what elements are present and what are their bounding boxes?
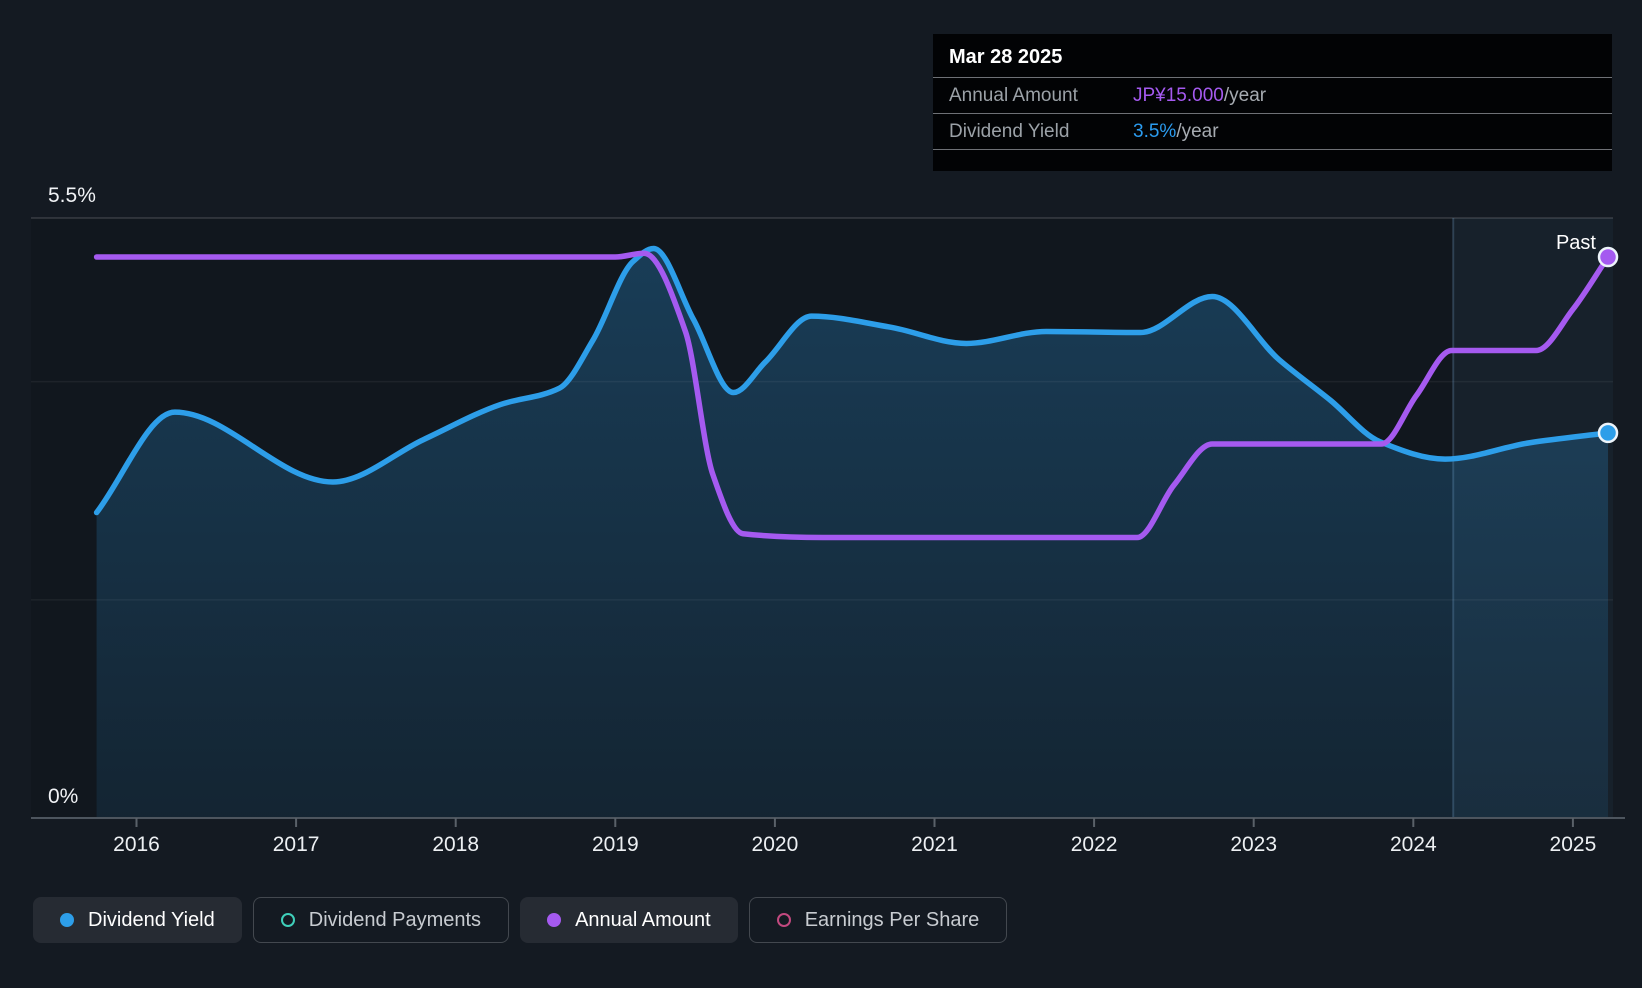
legend-label: Dividend Payments bbox=[308, 908, 482, 931]
past-region-label: Past bbox=[1556, 232, 1596, 254]
tooltip-value: 3.5% bbox=[1133, 120, 1177, 142]
series-legend: Dividend Yield Dividend Payments Annual … bbox=[33, 897, 1008, 943]
x-axis-label: 2023 bbox=[1230, 833, 1277, 856]
x-axis-label: 2025 bbox=[1550, 833, 1597, 856]
y-axis-label-bottom: 0% bbox=[48, 785, 78, 808]
x-axis-label: 2019 bbox=[592, 833, 639, 856]
legend-label: Earnings Per Share bbox=[804, 908, 980, 931]
tooltip-date: Mar 28 2025 bbox=[933, 34, 1612, 78]
tooltip-row-annual-amount: Annual Amount JP¥15.000 /year bbox=[933, 78, 1612, 114]
y-axis-label-top: 5.5% bbox=[48, 184, 96, 207]
legend-toggle-annual-amount[interactable]: Annual Amount bbox=[520, 897, 738, 943]
dividend-yield-area bbox=[96, 248, 1609, 819]
chart-tooltip: Mar 28 2025 Annual Amount JP¥15.000 /yea… bbox=[933, 34, 1612, 171]
legend-toggle-earnings-per-share[interactable]: Earnings Per Share bbox=[748, 897, 1008, 943]
tooltip-value: JP¥15.000 bbox=[1133, 84, 1224, 106]
annual-amount-line bbox=[93, 250, 1611, 541]
tooltip-unit: /year bbox=[1176, 120, 1219, 142]
dividend-payments-ring-icon bbox=[280, 913, 295, 927]
x-axis-label: 2022 bbox=[1071, 833, 1118, 856]
tooltip-row-dividend-yield: Dividend Yield 3.5% /year bbox=[933, 114, 1612, 150]
legend-toggle-dividend-payments[interactable]: Dividend Payments bbox=[252, 897, 510, 943]
tooltip-label: Annual Amount bbox=[949, 84, 1078, 106]
x-axis-label: 2020 bbox=[752, 833, 799, 856]
x-axis-label: 2017 bbox=[273, 833, 320, 856]
x-axis-label: 2024 bbox=[1390, 833, 1437, 856]
legend-label: Dividend Yield bbox=[88, 908, 215, 931]
x-axis-label: 2021 bbox=[911, 833, 958, 856]
legend-toggle-dividend-yield[interactable]: Dividend Yield bbox=[33, 897, 242, 943]
x-axis-label: 2016 bbox=[113, 833, 160, 856]
x-axis-label: 2018 bbox=[432, 833, 479, 856]
dividend-yield-line bbox=[93, 245, 1611, 516]
annual-amount-end-marker bbox=[1597, 246, 1619, 268]
earnings-per-share-ring-icon bbox=[776, 913, 791, 927]
tooltip-label: Dividend Yield bbox=[949, 120, 1070, 142]
dividend-yield-dot-icon bbox=[60, 913, 74, 927]
legend-label: Annual Amount bbox=[575, 908, 711, 931]
tooltip-unit: /year bbox=[1223, 84, 1267, 106]
dividend-yield-end-marker bbox=[1597, 422, 1619, 444]
annual-amount-dot-icon bbox=[547, 913, 562, 927]
